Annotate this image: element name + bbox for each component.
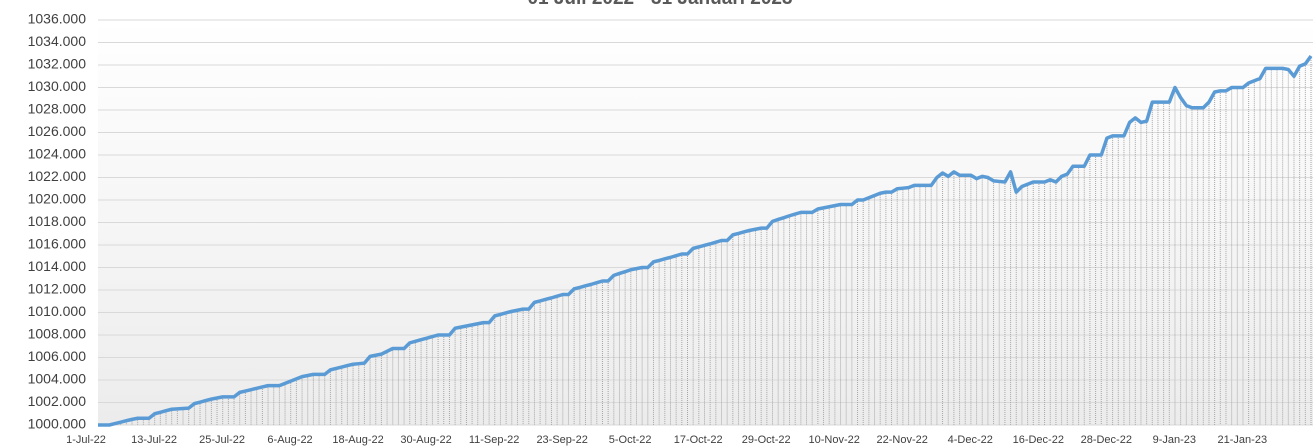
x-tick-label: 28-Dec-22	[1081, 434, 1132, 446]
y-tick-label: 1036.000	[28, 11, 87, 27]
y-tick-label: 1004.000	[28, 371, 87, 387]
y-tick-label: 1008.000	[28, 326, 87, 342]
x-tick-label: 30-Aug-22	[400, 434, 451, 446]
x-tick-label: 1-Jul-22	[66, 434, 106, 446]
y-tick-label: 1030.000	[28, 78, 87, 94]
x-tick-label: 16-Dec-22	[1013, 434, 1064, 446]
y-tick-label: 1014.000	[28, 258, 87, 274]
y-tick-label: 1002.000	[28, 393, 87, 409]
x-tick-label: 6-Aug-22	[267, 434, 312, 446]
x-tick-label: 13-Jul-22	[131, 434, 177, 446]
y-tick-label: 1034.000	[28, 33, 87, 49]
y-tick-label: 1026.000	[28, 123, 87, 139]
y-tick-label: 1012.000	[28, 281, 87, 297]
x-tick-label: 17-Oct-22	[674, 434, 723, 446]
y-tick-label: 1018.000	[28, 213, 87, 229]
y-tick-label: 1000.000	[28, 416, 87, 432]
x-tick-label: 25-Jul-22	[199, 434, 245, 446]
y-tick-label: 1024.000	[28, 146, 87, 162]
y-tick-label: 1032.000	[28, 56, 87, 72]
y-tick-label: 1020.000	[28, 191, 87, 207]
x-tick-label: 9-Jan-23	[1153, 434, 1196, 446]
y-tick-label: 1028.000	[28, 101, 87, 117]
x-tick-label: 4-Dec-22	[948, 434, 993, 446]
y-tick-label: 1016.000	[28, 236, 87, 252]
x-tick-label: 5-Oct-22	[609, 434, 652, 446]
chart-title: 01 Juli 2022 - 31 Januari 2023	[527, 0, 792, 9]
x-tick-label: 22-Nov-22	[877, 434, 928, 446]
x-tick-label: 21-Jan-23	[1218, 434, 1268, 446]
data-line	[98, 54, 1313, 427]
y-tick-label: 1010.000	[28, 303, 87, 319]
x-tick-label: 10-Nov-22	[809, 434, 860, 446]
x-tick-label: 11-Sep-22	[469, 434, 520, 446]
x-tick-label: 29-Oct-22	[742, 434, 791, 446]
y-tick-label: 1022.000	[28, 168, 87, 184]
y-tick-label: 1006.000	[28, 348, 87, 364]
x-tick-label: 23-Sep-22	[536, 434, 587, 446]
x-tick-label: 18-Aug-22	[332, 434, 383, 446]
